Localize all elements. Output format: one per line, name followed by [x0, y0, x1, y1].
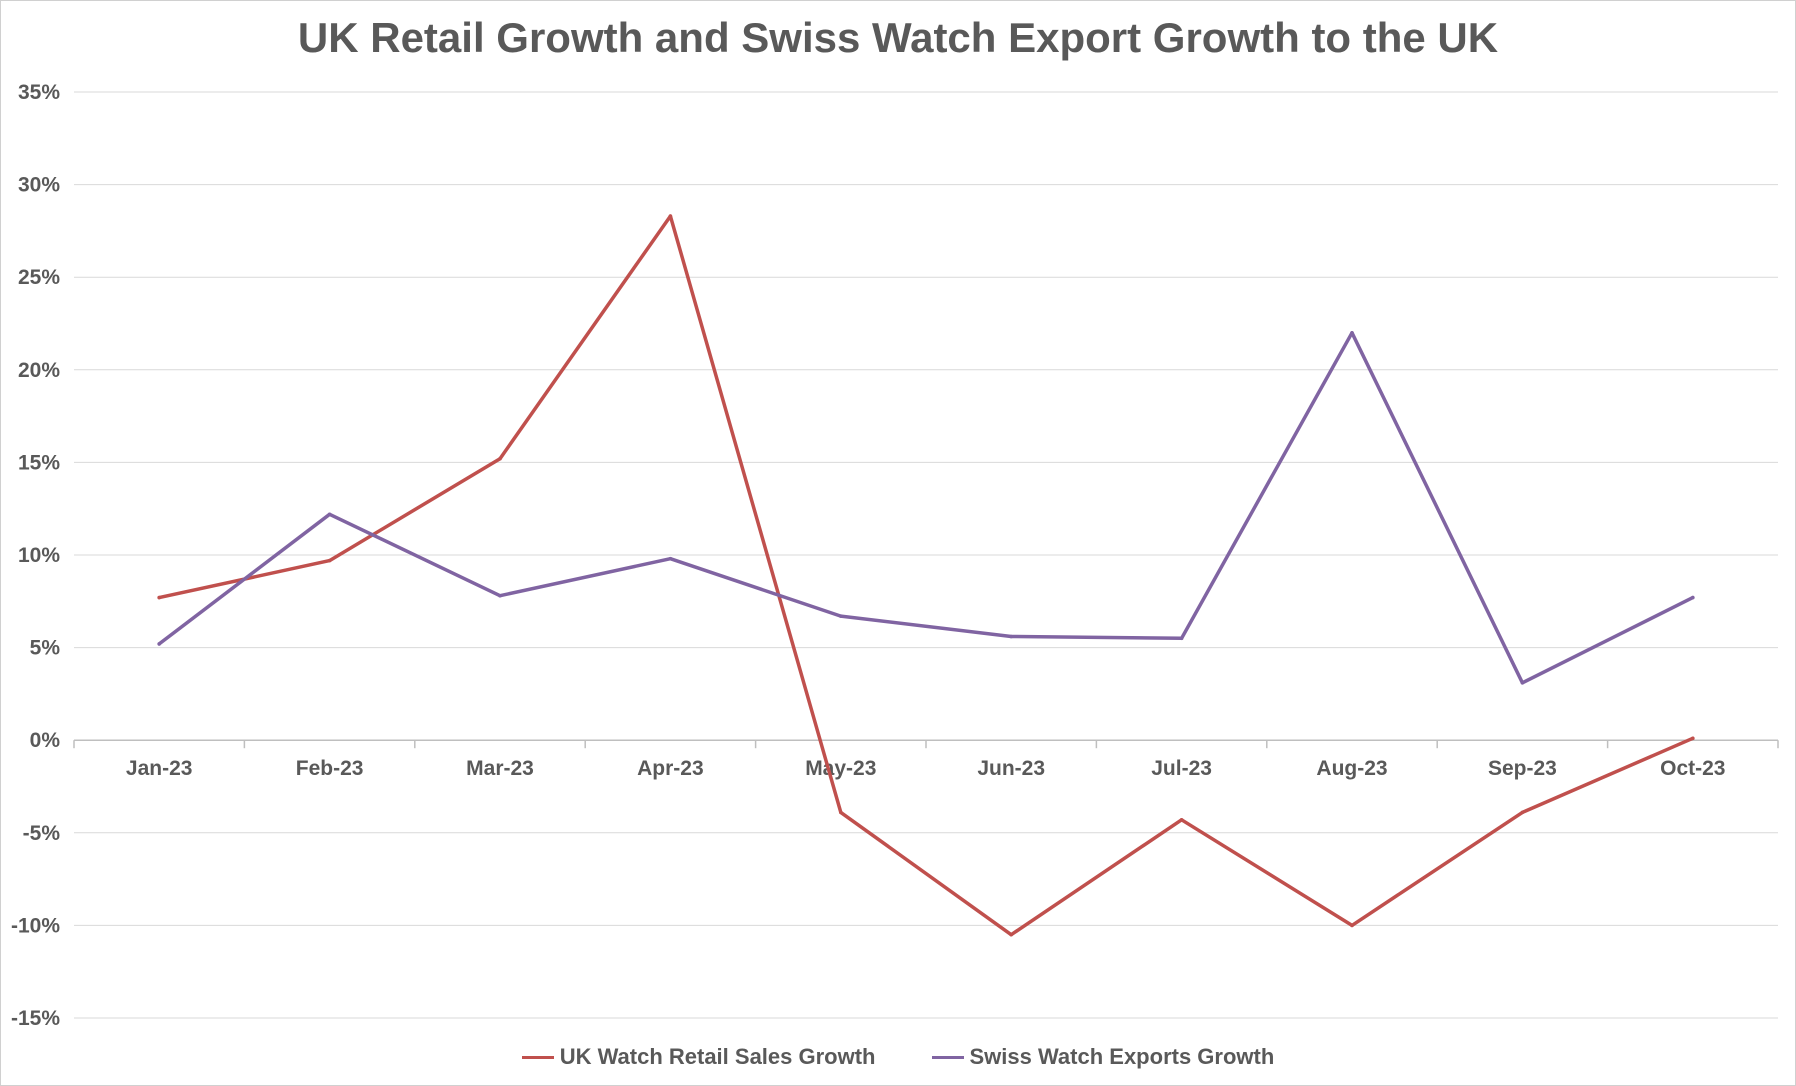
data-point [498, 593, 502, 598]
data-point [157, 642, 161, 646]
x-tick-label: Jun-23 [977, 757, 1045, 780]
data-point [839, 810, 843, 815]
x-tick-label: Aug-23 [1316, 757, 1387, 780]
y-tick-label: 5% [30, 637, 61, 660]
y-tick-label: 15% [18, 451, 60, 474]
data-point [327, 512, 332, 517]
y-tick-label: 10% [18, 544, 60, 567]
data-point [498, 456, 502, 461]
y-axis-ticks: -15% -10% -5% 0% 5% 10% 15% 20% 25% 30% 35% [11, 81, 60, 1030]
x-tick-label: Sep-23 [1488, 757, 1557, 780]
data-point [1691, 595, 1695, 600]
y-tick-label: 35% [18, 81, 60, 104]
data-point [839, 614, 843, 618]
y-tick-label: -15% [11, 1007, 60, 1030]
data-point [668, 214, 673, 218]
x-tick-label: Apr-23 [637, 757, 704, 780]
data-point [1179, 636, 1184, 641]
data-point [1179, 818, 1184, 822]
y-tick-label: -10% [11, 914, 60, 937]
y-tick-label: 25% [18, 266, 60, 289]
x-tick-label: Oct-23 [1660, 757, 1725, 780]
data-point [1520, 680, 1525, 685]
legend-item-1: UK Watch Retail Sales Growth [521, 1044, 876, 1070]
x-axis: Jan-23 Feb-23 Mar-23 Apr-23 May-23 Jun-23 Jul-… [73, 739, 1779, 780]
y-tick-label: 0% [30, 729, 61, 752]
x-tick-label: Mar-23 [466, 757, 534, 780]
x-tick-label: Jan-23 [126, 757, 193, 780]
legend-item-2: Swiss Watch Exports Growth [931, 1044, 1275, 1070]
x-tick-label: Feb-23 [296, 757, 364, 780]
x-tick-label: May-23 [805, 757, 876, 780]
y-tick-label: 30% [18, 174, 60, 197]
chart-title: UK Retail Growth and Swiss Watch Export … [297, 14, 1499, 61]
gridlines [74, 91, 1778, 1019]
legend-label: UK Watch Retail Sales Growth [559, 1044, 876, 1069]
y-tick-label: 20% [18, 359, 60, 382]
data-point [1350, 923, 1354, 928]
series-line-2 [157, 331, 1695, 685]
data-point [157, 595, 161, 600]
data-point [1009, 932, 1013, 937]
y-tick-label: -5% [23, 822, 61, 845]
data-point [327, 558, 332, 563]
series-line-1 [157, 214, 1695, 937]
x-tick-label: Jul-23 [1151, 757, 1212, 780]
data-point [1520, 810, 1525, 815]
legend-swatch [521, 1055, 554, 1059]
legend: UK Watch Retail Sales Growth Swiss Watch … [0, 1044, 1796, 1070]
legend-label: Swiss Watch Exports Growth [969, 1044, 1275, 1069]
data-point [1009, 634, 1013, 639]
data-point [1350, 330, 1354, 335]
data-point [1691, 736, 1695, 741]
legend-swatch [931, 1055, 964, 1059]
data-point [668, 556, 673, 561]
series-lines [157, 214, 1695, 937]
